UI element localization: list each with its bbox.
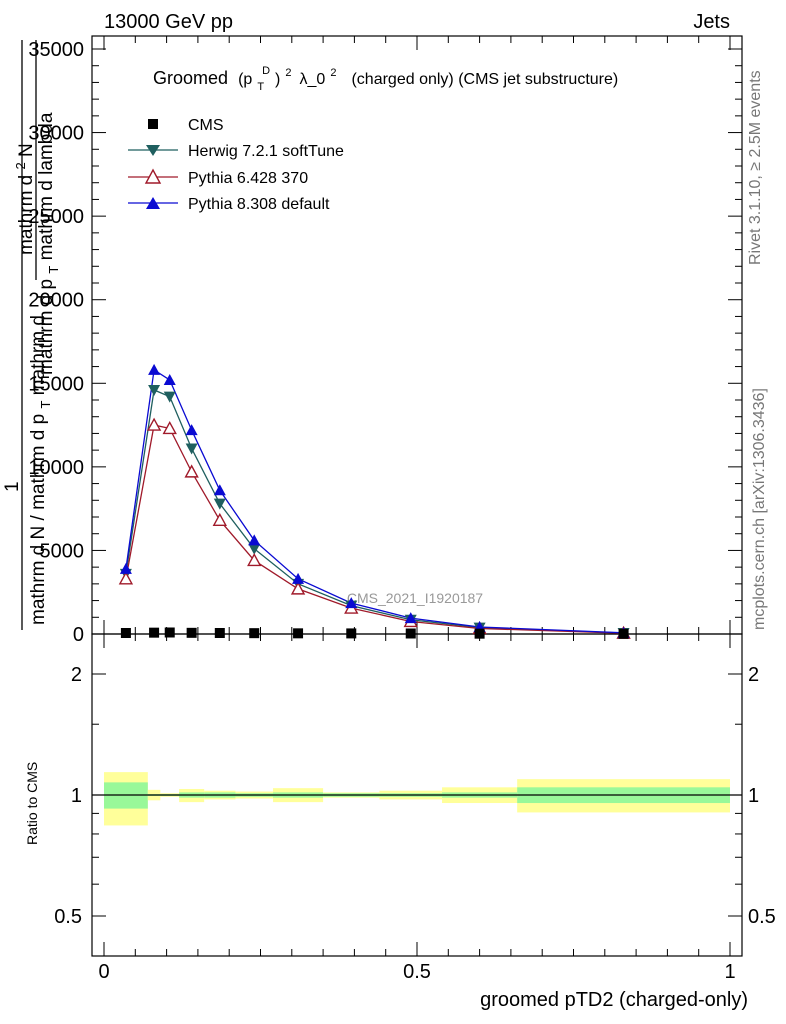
rivet-label: Rivet 3.1.10, ≥ 2.5M events [747,70,764,265]
data-point-herwig [248,543,261,555]
data-point-herwig [213,498,226,510]
title-sup-d: D [262,65,270,77]
data-point-pythia8 [163,373,176,385]
data-point-pythia6 [118,571,134,585]
y-label-denominator: mathrm d p T mathrm d lambda [36,112,63,375]
title-formula: (p [238,71,252,88]
y-label-numerator: mathrm d 2 N [9,143,37,255]
title-suffix: (charged only) (CMS jet substructure) [351,71,618,88]
y-tick-label: 0 [73,624,84,646]
data-point-pythia6 [162,420,177,435]
y-tick-label: 10000 [28,457,84,479]
data-point-cms [405,628,416,639]
cms-markers [120,627,629,639]
data-point-pythia8 [248,534,261,546]
y-label-outer-sub: T [38,401,53,409]
y-tick-label: 15000 [28,373,84,395]
ratio-tick-label: 2 [71,664,82,686]
analysis-watermark: CMS_2021_I1920187 [347,590,483,606]
data-point-cms [214,627,225,638]
y-label-num-d: mathrm d [16,175,37,255]
header-energy: 13000 GeV pp [104,11,233,33]
y-label-outer-den: mathrm d N / mathrm d p [28,414,49,625]
y-tick-label: 5000 [40,540,85,562]
y-label-num-sup: 2 [13,162,28,169]
data-point-herwig [163,391,176,403]
data-point-pythia8 [213,484,226,496]
y-tick-label: 30000 [28,123,84,145]
data-point-herwig [185,443,198,455]
data-point-pythia6 [146,417,162,431]
y-label-outer-denominator: mathrm d N / mathrm d p T mathrm d [28,315,55,625]
legend-label-pythia6: Pythia 6.428 370 [188,170,308,187]
data-point-pythia6 [184,464,199,478]
data-point-cms [293,628,304,639]
axis-ticks [92,36,742,956]
ratio-y-label: Ratio to CMS [24,762,40,845]
legend-label-pythia8: Pythia 8.308 default [188,196,330,213]
y-label-outer-rest: mathrm d [28,315,49,395]
y-label-den-rest: mathrm d lambda [36,112,57,260]
data-point-cms [164,627,175,638]
data-point-pythia8 [185,424,198,436]
legend-marker-pythia6 [144,168,162,184]
data-point-pythia8 [119,562,132,574]
title-sub-t: T [257,81,264,93]
data-point-cms [149,627,160,638]
data-point-pythia6 [212,512,227,527]
ratio-tick-label-right: 1 [748,785,759,807]
x-tick-label: 0 [98,961,109,983]
x-tick-label: 0.5 [403,961,431,983]
y-label-den-sub: T [46,266,61,274]
axis-tick-labels: 0 5000 10000 15000 20000 25000 30000 35000 0 0.5 1… [28,39,775,983]
data-point-herwig [148,384,161,396]
legend-label-cms: CMS [188,117,224,134]
mcplots-label: mcplots.cern.ch [arXiv:1306.3436] [751,388,768,630]
y-tick-label: 35000 [28,39,84,61]
data-point-pythia6 [290,581,306,595]
data-point-cms [474,628,485,639]
legend-label-herwig: Herwig 7.2.1 softTune [188,143,344,160]
ratio-tick-label-right: 0.5 [748,906,776,928]
y-tick-label: 20000 [28,290,84,312]
legend-marker-pythia8 [146,197,160,209]
data-point-pythia8 [404,612,417,624]
data-point-pythia8 [345,597,358,609]
header-jets: Jets [693,11,730,33]
ratio-tick-label: 0.5 [54,906,82,928]
legend: CMS Herwig 7.2.1 softTune Pythia 6.428 3… [128,117,344,213]
x-tick-label: 1 [724,961,735,983]
y-label-den-dp: mathrm d p [36,279,57,375]
legend-marker-cms [148,119,158,129]
title-close-paren: ) [275,71,280,88]
data-point-pythia8 [148,363,161,375]
x-axis-label: groomed pTD2 (charged-only) [480,989,748,1011]
y-label-num-n: N [16,143,37,157]
legend-marker-herwig [146,145,160,156]
data-point-pythia8 [292,572,305,584]
y-axis-label: mathrm d 2 N mathrm d p T mathrm d lambd… [2,40,63,630]
data-point-cms [618,628,629,639]
plot-title: Groomed (p T D ) 2 λ_0 2 (charged only) … [153,58,618,94]
data-point-cms [120,627,131,638]
title-sup-2: 2 [285,67,291,79]
data-point-cms [346,628,357,639]
ratio-tick-label: 1 [71,785,82,807]
data-point-cms [186,627,197,638]
y-tick-label: 25000 [28,206,84,228]
y-label-one: 1 [2,481,23,492]
data-point-pythia6 [247,552,262,567]
title-sup-2b: 2 [330,67,336,79]
ratio-bands [104,772,730,826]
title-prefix: Groomed [153,68,228,88]
ratio-tick-label-right: 2 [748,664,759,686]
data-point-cms [249,628,260,639]
title-lambda: λ_0 [300,71,326,88]
